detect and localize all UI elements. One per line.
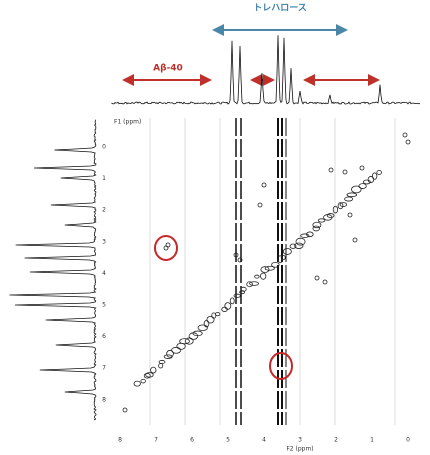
contour — [166, 243, 170, 247]
contour — [360, 166, 364, 170]
contour — [353, 238, 357, 242]
x-axis-label: F2 (ppm) — [286, 446, 313, 453]
x-tick-label: 3 — [298, 437, 302, 444]
contour — [323, 280, 327, 284]
contour — [151, 367, 156, 373]
x-tick-label: 8 — [118, 437, 122, 444]
y-tick-label: 6 — [102, 333, 106, 340]
contour — [144, 373, 150, 378]
contour — [283, 249, 291, 255]
y-tick-label: 8 — [102, 396, 106, 403]
trehalose-label: トレハロース — [253, 3, 307, 14]
contour — [351, 186, 361, 193]
contour — [123, 408, 127, 412]
highlight-circle — [155, 236, 177, 260]
contour — [343, 170, 347, 174]
contour — [189, 333, 198, 340]
contour — [359, 184, 366, 189]
contour — [377, 171, 382, 175]
contour — [296, 238, 305, 245]
x-tick-label: 4 — [262, 437, 266, 444]
y-tick-label: 5 — [102, 302, 106, 309]
contour — [301, 234, 309, 238]
contour — [234, 294, 240, 297]
x-tick-label: 7 — [154, 437, 158, 444]
contour — [258, 203, 262, 207]
contour — [225, 303, 231, 310]
y-tick-label: 7 — [102, 365, 106, 372]
contour — [347, 193, 357, 197]
contour — [198, 325, 207, 331]
contour — [403, 133, 407, 137]
x-tick-label: 5 — [226, 437, 230, 444]
2d-spectrum — [123, 118, 410, 425]
contour — [255, 275, 259, 278]
contour — [141, 379, 146, 383]
abeta-label: Aβ-40 — [153, 64, 183, 74]
y-tick-label: 0 — [102, 144, 106, 151]
contour — [329, 168, 333, 172]
y-tick-label: 2 — [102, 207, 106, 214]
y-tick-label: 4 — [102, 270, 106, 277]
contour — [207, 316, 214, 323]
y-tick-label: 3 — [102, 238, 106, 245]
contour — [318, 219, 325, 222]
contour — [368, 176, 374, 182]
contour — [230, 298, 234, 304]
contour — [177, 343, 186, 349]
contour — [345, 197, 353, 201]
contour — [313, 226, 320, 231]
x-tick-label: 0 — [406, 437, 410, 444]
nmr-figure: トレハロース Aβ-40 F1 (ppm) F2 (ppm) 8 7 6 5 4 3 2 1 0… — [0, 0, 430, 455]
contour — [159, 363, 163, 368]
contour — [290, 244, 296, 248]
contour — [315, 276, 319, 280]
contour — [261, 273, 266, 279]
left-spectrum — [9, 120, 96, 420]
contour — [159, 360, 165, 363]
contour — [406, 140, 410, 144]
x-tick-label: 1 — [370, 437, 374, 444]
y-tick-label: 1 — [102, 175, 106, 182]
contour — [372, 173, 376, 180]
contour — [134, 381, 140, 386]
x-tick-label: 2 — [334, 437, 338, 444]
contour — [348, 213, 352, 217]
contour — [262, 183, 266, 187]
contour — [313, 222, 321, 228]
y-axis-label: F1 (ppm) — [114, 119, 141, 126]
x-tick-label: 6 — [190, 437, 194, 444]
